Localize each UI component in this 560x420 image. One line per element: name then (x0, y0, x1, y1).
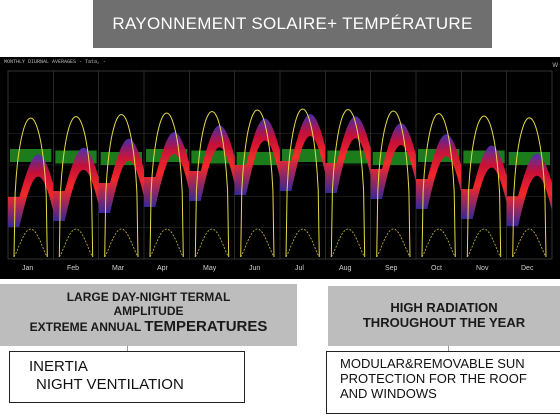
chart-plot (7, 70, 553, 260)
diurnal-chart: MONTHLY DIURNAL AVERAGES - Tata, - W Jan… (0, 57, 560, 279)
radiation-curve (466, 115, 502, 258)
diffuse-radiation-curve (58, 228, 94, 258)
radiation-curve (285, 108, 320, 258)
strategy-line: MODULAR&REMOVABLE SUN (340, 356, 525, 371)
month-label-sep: Sep (385, 265, 398, 272)
callout-line-emphasis: TEMPERATURES (144, 318, 268, 335)
radiation-curve (149, 112, 184, 258)
connector-line (127, 346, 128, 352)
chart-caption: MONTHLY DIURNAL AVERAGES - Tata, - (4, 59, 107, 65)
diffuse-radiation-curve (240, 228, 275, 258)
radiation-curve (376, 110, 411, 258)
callout-line: HIGH RADIATION (390, 300, 498, 315)
diffuse-radiation-curve (149, 228, 184, 258)
diffuse-radiation-curve (330, 228, 366, 258)
radiation-curve (58, 115, 94, 258)
temperature-envelope (325, 116, 371, 193)
temperature-envelope (53, 147, 99, 221)
radiation-curve (240, 109, 275, 258)
diffuse-radiation-curve (194, 228, 230, 258)
diffuse-radiation-curve (13, 228, 48, 258)
temperature-envelope (416, 134, 462, 209)
temperature-envelope (98, 138, 144, 213)
chart-unit-label: W (552, 63, 558, 69)
thermal-amplitude-callout: LARGE DAY-NIGHT TERMAL AMPLITUDE EXTREME… (0, 284, 297, 346)
callout-line: THROUGHOUT THE YEAR (362, 315, 526, 330)
strategy-line: AND WINDOWS (340, 386, 437, 401)
diffuse-radiation-curve (466, 228, 502, 258)
comfort-band-segment (282, 149, 324, 162)
radiation-curve (104, 113, 139, 258)
month-label-jul: Jul (295, 265, 304, 272)
temperature-envelope (280, 114, 326, 191)
month-label-jan: Jan (22, 265, 34, 272)
strategy-line: PROTECTION FOR THE ROOF (340, 371, 527, 386)
radiation-curve (512, 117, 547, 258)
callout-line: EXTREME ANNUAL TEMPERATURES (0, 318, 297, 335)
callout-line: LARGE DAY-NIGHT TERMAL (66, 290, 231, 304)
comfort-band-segment (327, 150, 369, 164)
month-label-may: May (203, 265, 217, 272)
radiation-curve (421, 112, 456, 258)
month-label-feb: Feb (67, 265, 80, 272)
radiation-curve (330, 108, 366, 258)
diffuse-radiation-curve (512, 228, 547, 258)
callout-line-part: EXTREME ANNUAL (29, 320, 145, 334)
month-label-apr: Apr (157, 265, 168, 272)
temperature-envelope (144, 132, 190, 207)
strategy-line: INERTIA (29, 358, 88, 375)
month-label-mar: Mar (112, 265, 125, 272)
temperature-envelope (506, 153, 552, 227)
connector-line (448, 346, 449, 352)
strategy-line: NIGHT VENTILATION (36, 376, 184, 393)
month-label-aug: Aug (339, 265, 352, 272)
diffuse-radiation-curve (285, 228, 320, 258)
month-label-nov: Nov (476, 265, 489, 272)
high-radiation-callout: HIGH RADIATION THROUGHOUT THE YEAR (328, 286, 560, 346)
diffuse-radiation-curve (104, 228, 139, 258)
callout-line: AMPLITUDE (113, 304, 184, 318)
diffuse-radiation-curve (376, 228, 411, 258)
month-label-jun: Jun (249, 265, 261, 272)
comfort-band-segment (236, 152, 278, 165)
temperature-envelope (8, 154, 54, 227)
temperature-envelope (461, 145, 507, 219)
comfort-band-segment (372, 152, 414, 165)
sun-protection-strategy-box: MODULAR&REMOVABLE SUN PROTECTION FOR THE… (326, 351, 560, 414)
comfort-band-segment (10, 149, 52, 162)
slide-title: RAYONNEMENT SOLAIRE+ TEMPÉRATURE (93, 0, 492, 48)
radiation-curve (13, 117, 48, 258)
inertia-strategy-box: INERTIA NIGHT VENTILATION (9, 351, 245, 403)
diffuse-radiation-curve (421, 228, 456, 258)
month-label-dec: Dec (521, 265, 534, 272)
month-label-oct: Oct (431, 265, 442, 272)
temperature-envelope (234, 118, 280, 195)
radiation-curve (194, 110, 230, 258)
